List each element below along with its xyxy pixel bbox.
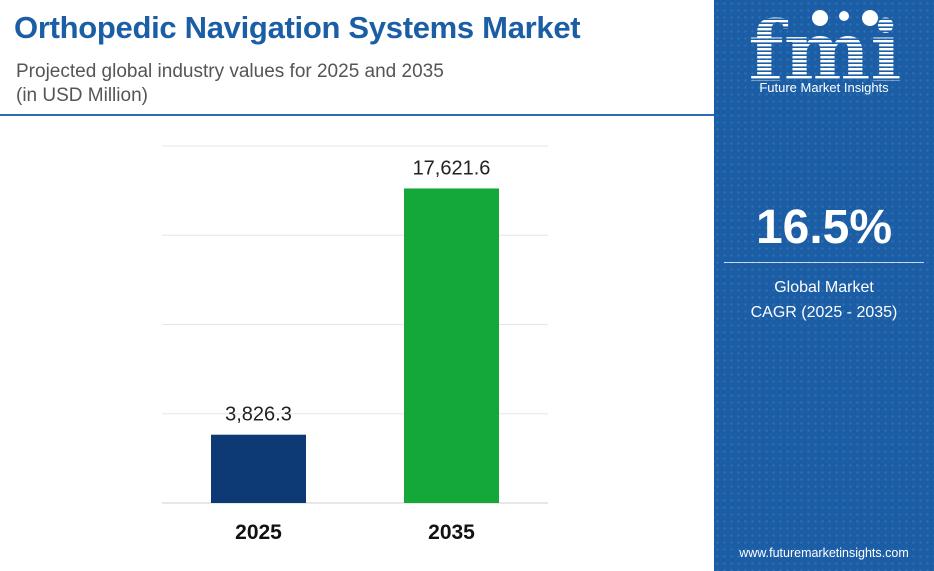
cagr-label-line-1: Global Market <box>774 279 874 296</box>
x-tick-label-2035: 2035 <box>428 521 475 544</box>
data-label-2035: 17,621.6 <box>413 157 491 179</box>
subtitle-line-2: (in USD Million) <box>16 85 148 106</box>
sidebar-panel: fmi Future Market Insights 16.5% Global … <box>714 0 934 571</box>
chart-title: Orthopedic Navigation Systems Market <box>14 10 581 45</box>
cagr-label: Global Market CAGR (2025 - 2035) <box>714 275 934 325</box>
globe-icon-2 <box>862 10 878 26</box>
logo-dot-icon <box>839 11 849 21</box>
website-link[interactable]: www.futuremarketinsights.com <box>739 546 909 560</box>
fmi-logo: fmi <box>748 8 901 100</box>
world-map-dots <box>714 0 934 571</box>
x-tick-label-2025: 2025 <box>235 521 282 544</box>
bar-2025 <box>211 434 306 503</box>
cagr-label-line-2: CAGR (2025 - 2035) <box>750 304 898 321</box>
cagr-divider <box>724 262 924 263</box>
data-label-2025: 3,826.3 <box>225 404 292 426</box>
globe-icon <box>812 10 828 26</box>
header-divider <box>0 114 714 116</box>
chart-subtitle: Projected global industry values for 202… <box>16 60 616 108</box>
bar-2035 <box>404 188 499 503</box>
subtitle-line-1: Projected global industry values for 202… <box>16 61 444 82</box>
cagr-value: 16.5% <box>755 201 893 254</box>
bar-chart: 3,826.3 2025 17,621.6 2035 <box>162 145 548 544</box>
brand-name: Future Market Insights <box>759 80 889 95</box>
